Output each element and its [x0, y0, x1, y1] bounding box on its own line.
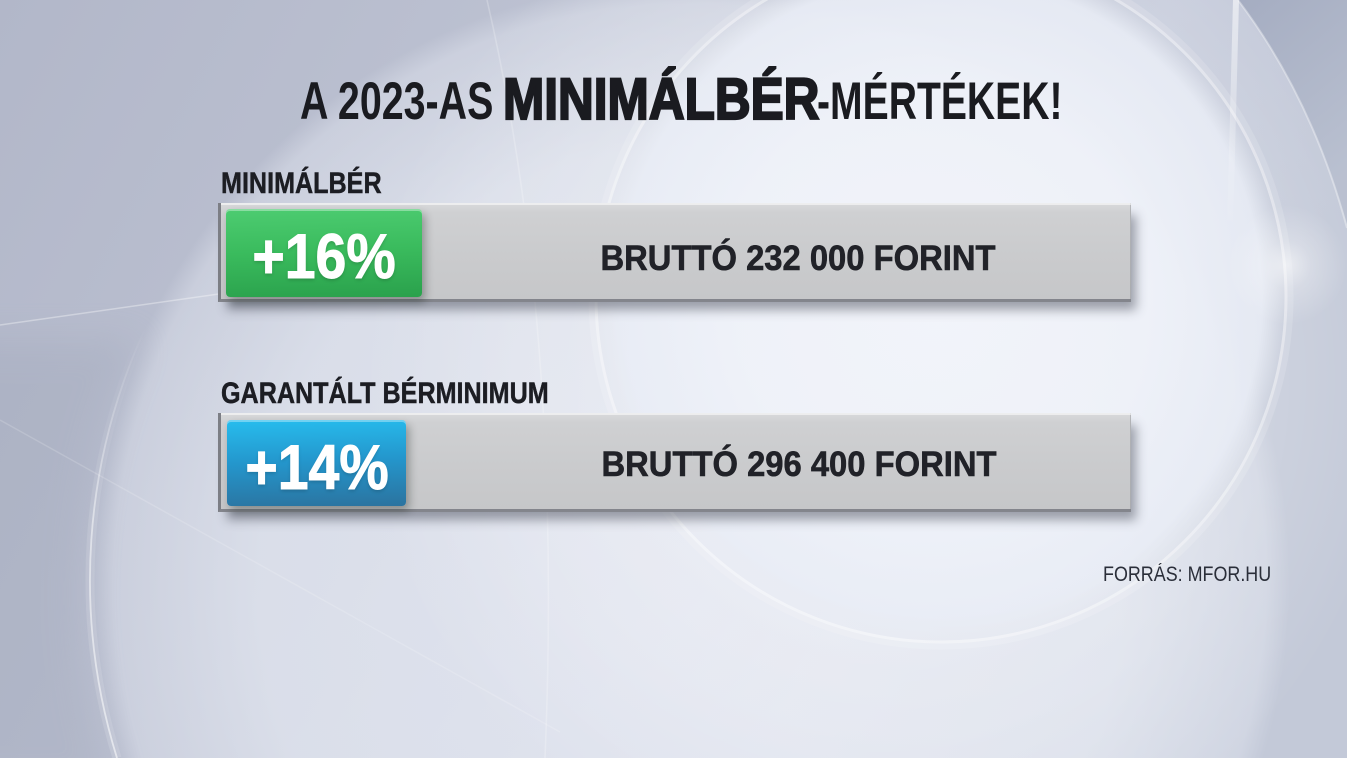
page-title-suffix: -MÉRTÉKEK! [817, 71, 1063, 131]
change-badge-garantalt-berminimum: +14% [227, 420, 406, 506]
page-title-prefix: A 2023-AS [300, 71, 494, 131]
change-badge-garantalt-berminimum-text: +14% [244, 432, 389, 503]
change-badge-minimalber-text: +16% [252, 221, 396, 292]
source-credit: FORRÁS: MFOR.HU [1103, 563, 1272, 587]
bar-garantalt-berminimum: +14% [218, 413, 1131, 512]
bar-minimalber: +16% [218, 203, 1131, 302]
page-title-highlight: MINIMÁLBÉR [502, 66, 820, 133]
bar-label-minimalber: MINIMÁLBÉR [221, 167, 382, 201]
bar-value-minimalber: BRUTTÓ 232 000 FORINT [600, 238, 996, 279]
bar-label-garantalt-berminimum: GARANTÁLT BÉRMINIMUM [221, 377, 549, 411]
bar-value-garantalt-berminimum: BRUTTÓ 296 400 FORINT [601, 445, 997, 485]
change-badge-minimalber: +16% [226, 209, 422, 297]
